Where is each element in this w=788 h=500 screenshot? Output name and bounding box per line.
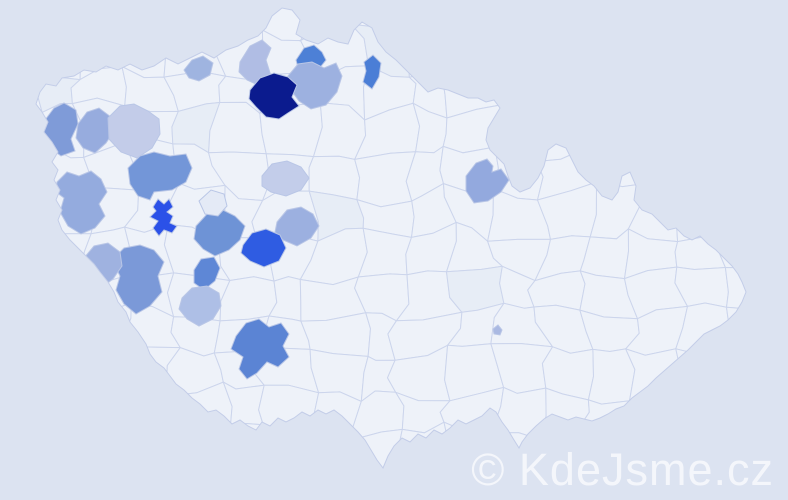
highlighted-district-16[interactable] <box>240 228 287 268</box>
highlighted-district-9[interactable] <box>107 103 161 159</box>
highlighted-district-3[interactable] <box>287 61 343 110</box>
highlighted-district-23[interactable] <box>492 324 503 336</box>
highlighted-district-10[interactable] <box>127 151 193 201</box>
district-cell <box>587 348 636 405</box>
highlighted-district-5[interactable] <box>362 54 382 90</box>
highlighted-district-6[interactable] <box>183 55 214 82</box>
highlighted-district-12[interactable] <box>149 198 178 237</box>
district-cell <box>724 266 746 310</box>
highlighted-district-20[interactable] <box>178 285 222 327</box>
highlighted-district-17[interactable] <box>111 244 165 315</box>
highlighted-district-21[interactable] <box>230 318 290 380</box>
district-cell <box>219 276 278 322</box>
highlighted-district-22[interactable] <box>465 158 510 204</box>
highlighted-district-13[interactable] <box>55 170 108 235</box>
highlighted-district-1[interactable] <box>238 39 272 87</box>
highlighted-district-24[interactable] <box>198 189 228 217</box>
highlighted-district-11[interactable] <box>261 160 310 197</box>
highlighted-district-19[interactable] <box>193 256 221 291</box>
highlighted-district-4[interactable] <box>248 72 300 120</box>
